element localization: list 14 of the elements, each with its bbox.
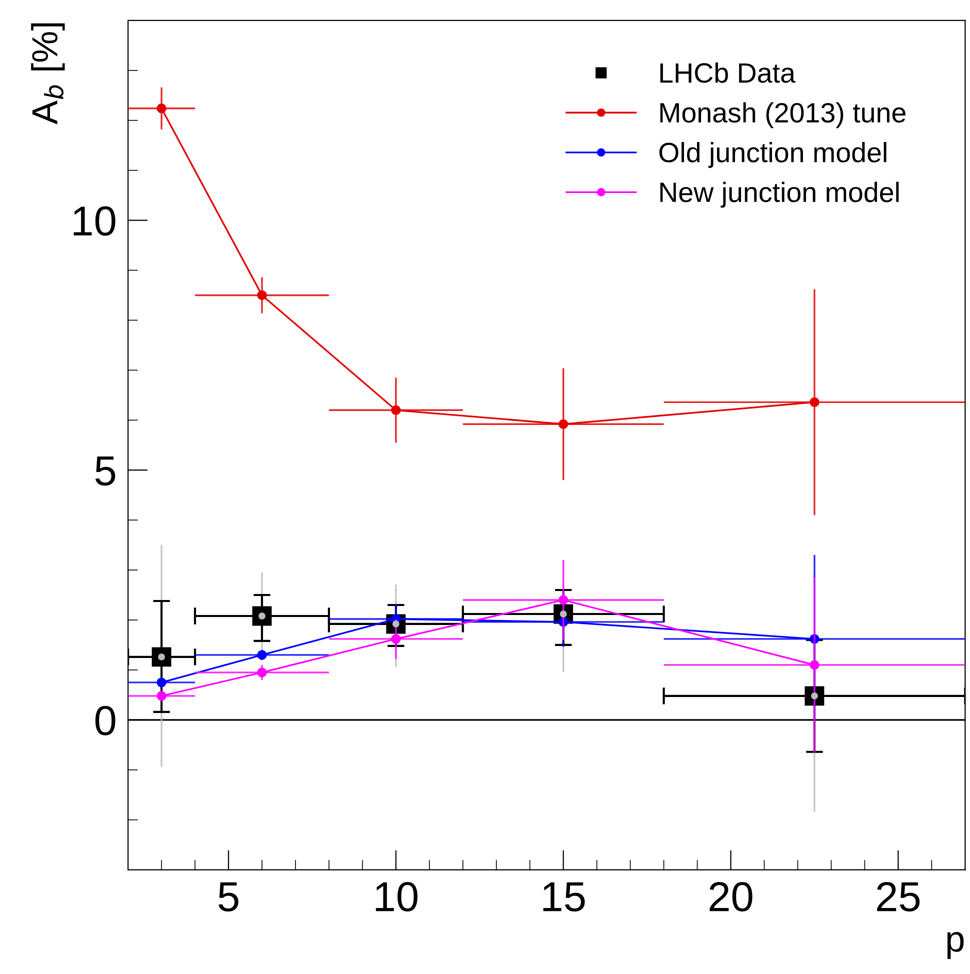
y-tick-label: 10: [74, 206, 116, 236]
y-axis-title: A$_{b}$ [%]: [31, 23, 65, 124]
x-tick-label: 5: [218, 882, 238, 912]
y-tick-label: 0: [95, 706, 116, 736]
x-tick-label: 20: [710, 882, 752, 912]
legend-label: Monash (2013) tune: [660, 102, 906, 128]
x-tick-label: 25: [877, 882, 920, 912]
legend-label: Old junction model: [659, 142, 886, 168]
x-tick-label: 15: [543, 882, 585, 912]
legend-label: LHCb Data: [660, 62, 796, 83]
x-axis-title: p: [947, 932, 964, 959]
legend-label: New junction model: [660, 182, 899, 208]
x-tick-label: 10: [376, 882, 418, 912]
y-tick-label: 5: [95, 456, 116, 486]
